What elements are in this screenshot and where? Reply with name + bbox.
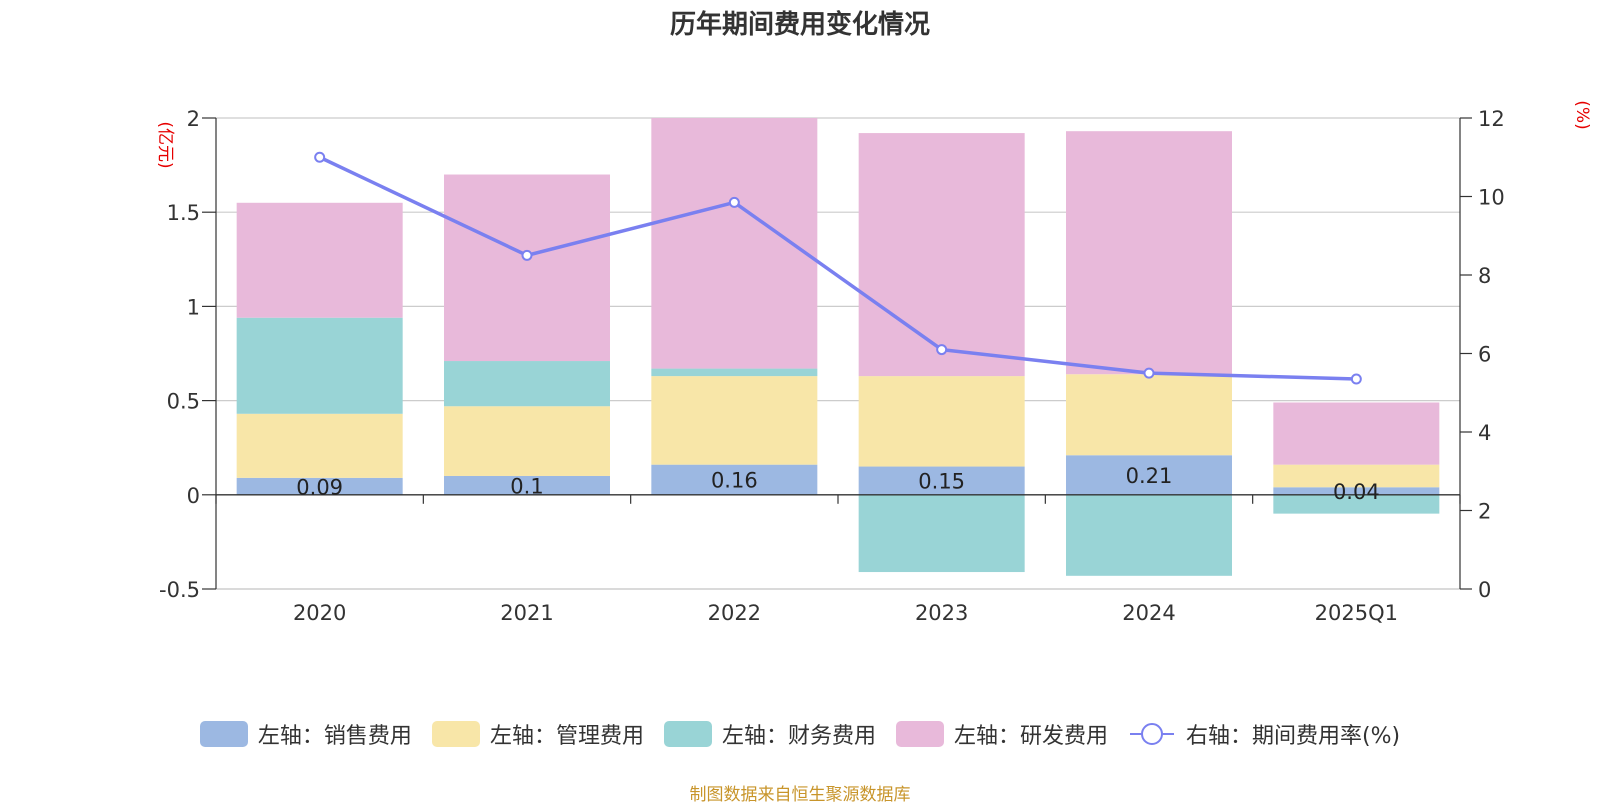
line-marker-icon <box>1129 723 1174 745</box>
left-axis-tick-label: 1 <box>187 295 200 319</box>
right-axis-tick-label: 4 <box>1478 421 1491 445</box>
legend-item-admin[interactable]: 左轴：管理费用 <box>431 718 644 750</box>
bar-admin <box>1066 374 1232 456</box>
bar-finance <box>651 368 818 377</box>
x-axis-tick-label: 2020 <box>293 601 346 625</box>
right-axis-tick-label: 12 <box>1478 107 1505 131</box>
x-axis-tick-label: 2025Q1 <box>1315 601 1398 625</box>
data-label-sales: 0.1 <box>510 474 543 498</box>
bar-finance <box>858 494 1025 573</box>
bar-rnd <box>858 133 1025 377</box>
bar-sales <box>858 466 1025 495</box>
right-axis-tick-label: 10 <box>1478 186 1505 210</box>
bar-sales <box>1066 455 1232 495</box>
expense-rate-point <box>314 151 326 163</box>
chart-legend: 左轴：销售费用 左轴：管理费用 左轴：财务费用 左轴：研发费用 右轴：期间费用率… <box>0 718 1600 750</box>
left-axis-tick-label: 1.5 <box>167 201 200 225</box>
expense-rate-point <box>936 344 948 356</box>
chart-title: 历年期间费用变化情况 <box>669 10 930 40</box>
bar-rnd <box>1066 131 1232 375</box>
legend-label-expense-rate: 右轴：期间费用率(%) <box>1185 724 1401 749</box>
left-axis-tick-label: -0.5 <box>159 578 200 602</box>
bar-finance <box>444 361 610 407</box>
bar-sales <box>236 477 403 495</box>
data-source-note: 制图数据来自恒生聚源数据库 <box>689 785 911 805</box>
bar-admin <box>858 376 1025 467</box>
bar-rnd <box>236 202 403 318</box>
data-label-sales: 0.16 <box>711 469 758 493</box>
legend-swatch-admin <box>431 721 480 747</box>
bar-admin <box>444 406 610 476</box>
expense-rate-point <box>728 196 740 208</box>
legend-swatch-finance <box>663 721 712 747</box>
bar-finance <box>1066 494 1232 576</box>
data-label-sales: 0.15 <box>918 470 965 494</box>
bar-admin <box>1273 464 1440 488</box>
left-axis-tick-label: 0.5 <box>167 390 200 414</box>
x-axis-tick-label: 2022 <box>708 601 761 625</box>
legend-label-rnd: 左轴：研发费用 <box>953 724 1108 749</box>
x-axis-tick-label: 2023 <box>915 601 968 625</box>
legend-swatch-rnd <box>895 721 944 747</box>
expense-rate-point <box>521 249 533 261</box>
right-axis-tick-label: 0 <box>1478 578 1491 602</box>
bar-sales <box>1273 487 1440 495</box>
x-axis-tick-label: 2021 <box>500 601 553 625</box>
data-label-sales: 0.21 <box>1126 464 1173 488</box>
bar-sales <box>444 475 610 495</box>
left-axis-tick-label: 2 <box>187 107 200 131</box>
x-axis-tick-label: 2024 <box>1122 601 1175 625</box>
bar-admin <box>651 376 818 465</box>
bar-sales <box>651 464 818 495</box>
legend-item-finance[interactable]: 左轴：财务费用 <box>663 718 876 750</box>
left-axis-unit: (亿元) <box>155 121 175 168</box>
legend-item-sales[interactable]: 左轴：销售费用 <box>199 718 412 750</box>
data-label-sales: 0.09 <box>296 475 343 499</box>
right-axis-tick-label: 8 <box>1478 264 1491 288</box>
legend-item-rnd[interactable]: 左轴：研发费用 <box>895 718 1108 750</box>
bar-rnd <box>1273 402 1440 465</box>
right-axis-unit: (%) <box>1572 100 1592 129</box>
legend-label-admin: 左轴：管理费用 <box>489 724 644 749</box>
legend-label-sales: 左轴：销售费用 <box>257 724 412 749</box>
bar-rnd <box>444 174 610 362</box>
legend-label-finance: 左轴：财务费用 <box>721 724 876 749</box>
left-axis-tick-label: 0 <box>187 484 200 508</box>
expense-rate-point <box>1350 373 1362 385</box>
data-label-sales: 0.04 <box>1333 480 1380 504</box>
right-axis-tick-label: 2 <box>1478 500 1491 524</box>
bar-finance <box>236 317 403 414</box>
bar-finance <box>1273 494 1440 514</box>
right-axis-tick-label: 6 <box>1478 343 1491 367</box>
expense-rate-point <box>1143 367 1155 379</box>
bar-admin <box>236 413 403 478</box>
expense-rate-line <box>318 155 1357 381</box>
legend-swatch-sales <box>199 721 248 747</box>
legend-item-expense-rate[interactable]: 右轴：期间费用率(%) <box>1128 718 1400 750</box>
